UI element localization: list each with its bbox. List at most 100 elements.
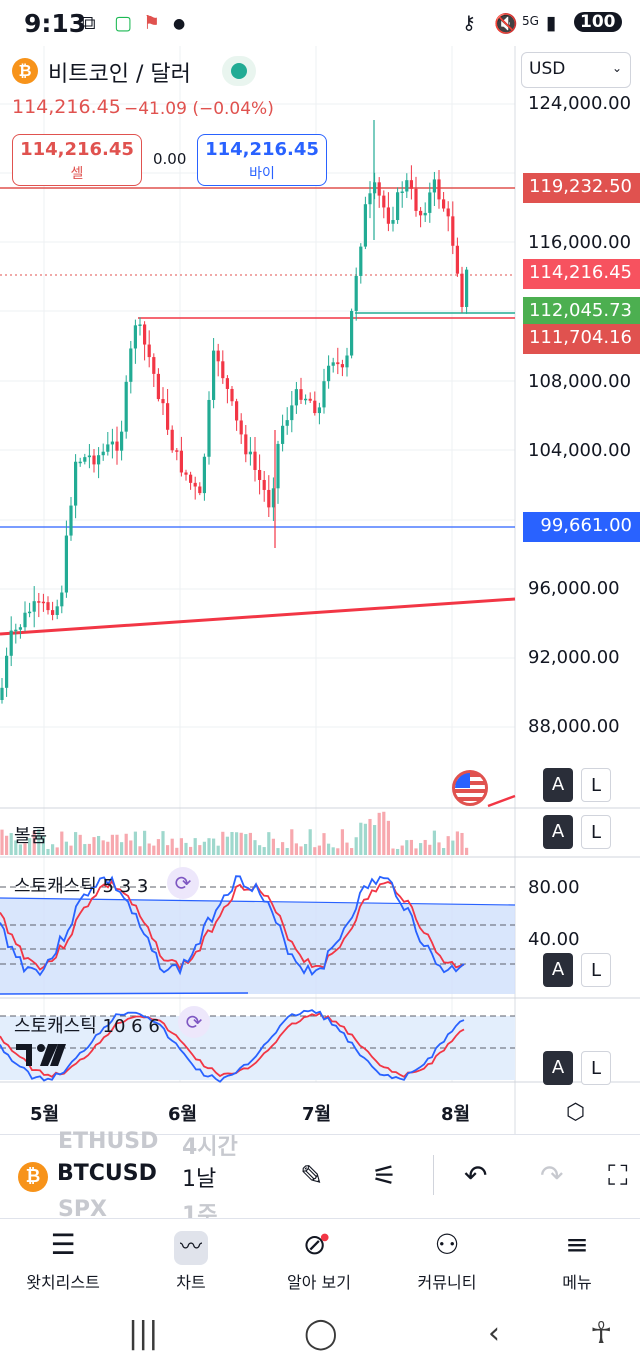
candle bbox=[83, 453, 87, 465]
symbol-ghost-below: SPX bbox=[58, 1197, 107, 1222]
volume-bar bbox=[235, 832, 239, 855]
volume-bar bbox=[313, 847, 317, 855]
stoch1-log-button[interactable]: L bbox=[581, 953, 611, 987]
us-flag-event-icon[interactable] bbox=[452, 770, 488, 806]
auto-scale-button[interactable]: A bbox=[543, 768, 573, 802]
stoch1-axis-label: 80.00 bbox=[528, 877, 580, 898]
buy-button[interactable]: 114,216.45 바이 bbox=[197, 134, 327, 186]
candle bbox=[409, 165, 413, 200]
price-chart[interactable] bbox=[0, 46, 640, 1134]
volume-log-button[interactable]: L bbox=[581, 815, 611, 849]
sell-button[interactable]: 114,216.45 셀 bbox=[12, 134, 142, 186]
nav-label: 알아 보기 bbox=[287, 1273, 351, 1292]
candle bbox=[281, 414, 285, 452]
nav-label: 왓치리스트 bbox=[26, 1273, 100, 1292]
nav-watchlist[interactable]: ☰ 왓치리스트 bbox=[8, 1227, 118, 1293]
candle bbox=[414, 176, 418, 217]
volume-bar bbox=[386, 820, 390, 855]
volume-bar bbox=[437, 842, 441, 855]
redo-icon[interactable]: ↷ bbox=[540, 1159, 564, 1192]
candle bbox=[235, 398, 239, 431]
nav-community[interactable]: ⚇ 커뮤니티 bbox=[392, 1227, 502, 1293]
candle bbox=[340, 359, 344, 377]
volume-bar bbox=[423, 839, 427, 855]
stoch2-refresh-icon[interactable]: ⟳ bbox=[178, 1006, 210, 1038]
volume-bar bbox=[37, 829, 41, 855]
candle bbox=[317, 402, 321, 425]
candle bbox=[322, 368, 326, 414]
fullscreen-icon[interactable]: ⛶ bbox=[608, 1159, 628, 1192]
candle bbox=[455, 237, 459, 277]
home-icon[interactable]: ◯ bbox=[304, 1316, 338, 1351]
candle bbox=[216, 343, 220, 377]
volume-bar bbox=[414, 848, 418, 855]
volume-bar bbox=[244, 834, 248, 855]
candle bbox=[23, 601, 27, 632]
volume-bar bbox=[83, 844, 87, 855]
volume-bar bbox=[322, 833, 326, 855]
volume-bar bbox=[253, 840, 257, 855]
stoch1-refresh-icon[interactable]: ⟳ bbox=[167, 867, 199, 899]
volume-bar bbox=[340, 829, 344, 855]
stoch2-log-button[interactable]: L bbox=[581, 1051, 611, 1085]
price-axis-label: 88,000.00 bbox=[528, 716, 620, 737]
drawing-pen-icon[interactable]: ✎ bbox=[300, 1159, 324, 1192]
stoch1-d-line bbox=[0, 879, 465, 971]
candles bbox=[0, 120, 469, 704]
stoch1-pane-title[interactable]: 스토캐스틱 5 3 3 bbox=[14, 876, 149, 897]
undo-icon[interactable]: ↶ bbox=[464, 1159, 488, 1192]
candle bbox=[41, 593, 45, 612]
candle bbox=[313, 391, 317, 416]
price-axis-label: 108,000.00 bbox=[528, 371, 632, 392]
network-5g-icon: 5G bbox=[522, 14, 539, 28]
chart-settings-icon[interactable]: ⬡ bbox=[566, 1100, 586, 1125]
volume-pane-title[interactable]: 볼륨 bbox=[14, 826, 48, 847]
screenshot-icon: ⧉ bbox=[82, 12, 96, 34]
candle bbox=[18, 624, 22, 639]
stoch2-pane-title[interactable]: 스토캐스틱 10 6 6 bbox=[14, 1016, 160, 1037]
nav-menu[interactable]: ≡ 메뉴 bbox=[522, 1227, 632, 1293]
volume-bar bbox=[327, 843, 331, 855]
time-axis-label: 8월 bbox=[441, 1104, 471, 1125]
currency-select[interactable]: USD ⌄ bbox=[521, 52, 631, 88]
volume-bar bbox=[350, 848, 354, 855]
accessibility-icon[interactable]: ☥ bbox=[590, 1316, 613, 1351]
market-status-icon[interactable] bbox=[222, 56, 256, 86]
volume-bar bbox=[363, 823, 367, 855]
candle bbox=[267, 475, 271, 518]
volume-auto-button[interactable]: A bbox=[543, 815, 573, 849]
volume-bar bbox=[147, 843, 151, 855]
symbol-picker[interactable]: BTCUSD bbox=[57, 1161, 157, 1186]
volume-bar bbox=[156, 839, 160, 855]
volume-bar bbox=[304, 843, 308, 855]
volume-bar bbox=[46, 848, 50, 855]
candle bbox=[382, 190, 386, 219]
candle bbox=[230, 386, 234, 406]
candle bbox=[465, 266, 469, 314]
volume-bar bbox=[74, 832, 78, 855]
volume-bar bbox=[331, 847, 335, 855]
symbol-title[interactable]: 비트코인 / 달러 bbox=[48, 62, 191, 87]
candle bbox=[28, 602, 32, 618]
candle bbox=[0, 677, 4, 704]
volume-bar bbox=[9, 833, 13, 855]
back-icon[interactable]: ‹ bbox=[488, 1316, 500, 1351]
stoch1-auto-button[interactable]: A bbox=[543, 953, 573, 987]
nav-explore[interactable]: ⊘● 알아 보기 bbox=[264, 1227, 374, 1293]
spread-value: 0.00 bbox=[153, 150, 187, 168]
price-change: −41.09 (−0.04%) bbox=[124, 99, 274, 119]
volume-bar bbox=[258, 845, 262, 855]
volume-bar bbox=[166, 845, 170, 855]
candle bbox=[129, 340, 133, 394]
recent-apps-icon[interactable]: ||| bbox=[128, 1316, 159, 1351]
candle bbox=[221, 350, 225, 384]
stoch2-auto-button[interactable]: A bbox=[543, 1051, 573, 1085]
candle bbox=[166, 389, 170, 435]
log-scale-button[interactable]: L bbox=[581, 768, 611, 802]
volume-bar bbox=[138, 846, 142, 855]
indicator-settings-icon[interactable]: ⚟ bbox=[372, 1159, 398, 1192]
volume-bar bbox=[23, 843, 27, 855]
interval-picker[interactable]: 1날 bbox=[182, 1167, 217, 1192]
candle bbox=[350, 308, 354, 359]
nav-chart[interactable]: 〰 차트 bbox=[136, 1227, 246, 1293]
